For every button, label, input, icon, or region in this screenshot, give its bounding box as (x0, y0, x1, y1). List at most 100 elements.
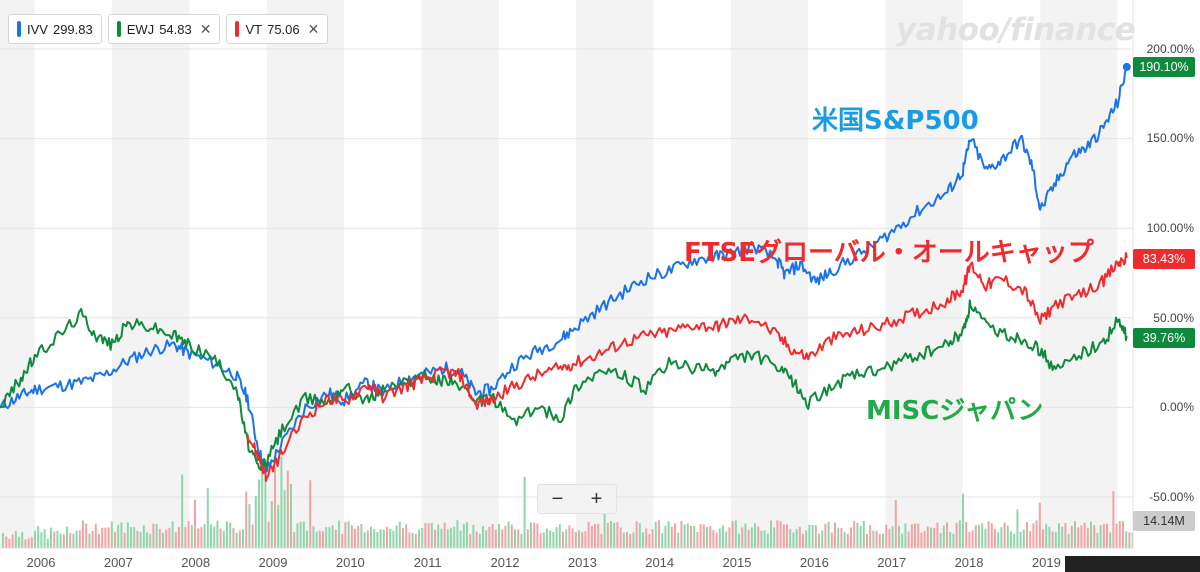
y-tick-label: 0.00% (1159, 400, 1194, 414)
volume-bar (597, 523, 600, 548)
volume-bar (542, 532, 545, 548)
close-icon[interactable]: ✕ (199, 20, 212, 37)
volume-bar (1080, 525, 1083, 548)
volume-bar (587, 521, 590, 548)
volume-bar (616, 522, 619, 548)
volume-bar (309, 480, 312, 548)
volume-bar (536, 523, 539, 548)
volume-bar (936, 522, 939, 548)
volume-bar (446, 529, 449, 548)
year-band (885, 0, 963, 548)
volume-bar (971, 530, 974, 548)
volume-bar (453, 526, 456, 548)
x-tick-label: 2008 (181, 555, 211, 570)
volume-bar (357, 525, 360, 548)
volume-bar (1083, 522, 1086, 548)
volume-bar (866, 533, 868, 548)
year-band (0, 0, 35, 548)
scroll-handle[interactable] (1065, 556, 1200, 572)
zoom-control: − + (537, 484, 617, 514)
volume-bar (974, 525, 977, 548)
volume-bar (683, 524, 686, 548)
ewj-last-value-badge: 39.76% (1133, 328, 1195, 348)
volume-bar (520, 533, 523, 548)
volume-bar (130, 527, 132, 548)
volume-bar (1086, 528, 1089, 548)
volume-bar (226, 521, 228, 548)
volume-bar (907, 531, 910, 548)
volume-bar (126, 522, 129, 548)
volume-bar (94, 523, 97, 548)
volume-bar (869, 525, 872, 548)
volume-bar (510, 524, 513, 548)
volume-bar (466, 522, 468, 548)
volume-bar (107, 527, 110, 548)
volume-bar (75, 530, 78, 548)
legend-chip-ivv[interactable]: IVV 299.83 (8, 14, 102, 44)
y-tick-label: 200.00% (1146, 42, 1194, 56)
volume-bar (984, 528, 987, 548)
close-icon[interactable]: ✕ (307, 20, 320, 37)
volume-bar (718, 528, 721, 548)
volume-bar (1090, 521, 1092, 548)
volume-bar (648, 533, 651, 548)
volume-bar (264, 464, 267, 548)
x-tick-label: 2019 (1031, 555, 1061, 570)
volume-bar (408, 532, 411, 548)
volume-bar (734, 520, 737, 548)
volume-bar (814, 525, 817, 548)
volume-bar (184, 527, 187, 548)
volume-bar (194, 499, 196, 548)
volume-bar (1042, 529, 1044, 548)
volume-bar (338, 520, 340, 548)
volume-bar (523, 476, 526, 548)
volume-bar (594, 523, 596, 548)
volume-bar (450, 527, 452, 548)
volume-bar (779, 521, 782, 548)
zoom-in-button[interactable]: + (590, 488, 603, 510)
volume-bar (789, 529, 792, 548)
volume-bar (744, 523, 747, 548)
volume-bar (174, 532, 177, 548)
volume-bar (600, 533, 603, 548)
legend-value: 75.06 (267, 21, 300, 37)
volume-bar (830, 532, 833, 548)
volume-bar (568, 525, 571, 548)
volume-bar (133, 527, 136, 548)
volume-bar (1096, 532, 1099, 548)
volume-bar (498, 524, 500, 548)
volume-bar (472, 524, 475, 548)
volume-bar (792, 532, 795, 548)
volume-bar (478, 533, 481, 548)
volume-bar (136, 530, 139, 548)
volume-bar (606, 522, 609, 548)
x-tick-label: 2012 (490, 555, 520, 570)
volume-bar (504, 525, 507, 548)
volume-bar (840, 528, 843, 548)
volume-bar (1058, 523, 1060, 548)
volume-bar (888, 528, 891, 548)
volume-bar (139, 532, 142, 548)
volume-bar (930, 527, 932, 548)
volume-bar (872, 530, 875, 548)
volume-bar (642, 532, 644, 548)
volume-bar (1010, 531, 1012, 548)
volume-bar (722, 525, 724, 548)
ivv-endpoint-marker (1122, 62, 1131, 71)
volume-bar (379, 529, 382, 548)
volume-bar (690, 525, 692, 548)
volume-bar (312, 526, 315, 548)
volume-bar (875, 530, 878, 548)
y-tick-label: -50.00% (1149, 490, 1194, 504)
volume-bar (302, 521, 305, 548)
volume-bar (430, 522, 433, 548)
zoom-out-button[interactable]: − (551, 488, 564, 510)
volume-bar (696, 532, 699, 548)
legend-chip-vt[interactable]: VT 75.06 ✕ (226, 14, 329, 44)
volume-bar (1006, 525, 1009, 548)
volume-bar (1032, 523, 1035, 548)
volume-bar (146, 532, 148, 548)
volume-bar (798, 526, 801, 548)
legend-chip-ewj[interactable]: EWJ 54.83 ✕ (107, 14, 221, 44)
